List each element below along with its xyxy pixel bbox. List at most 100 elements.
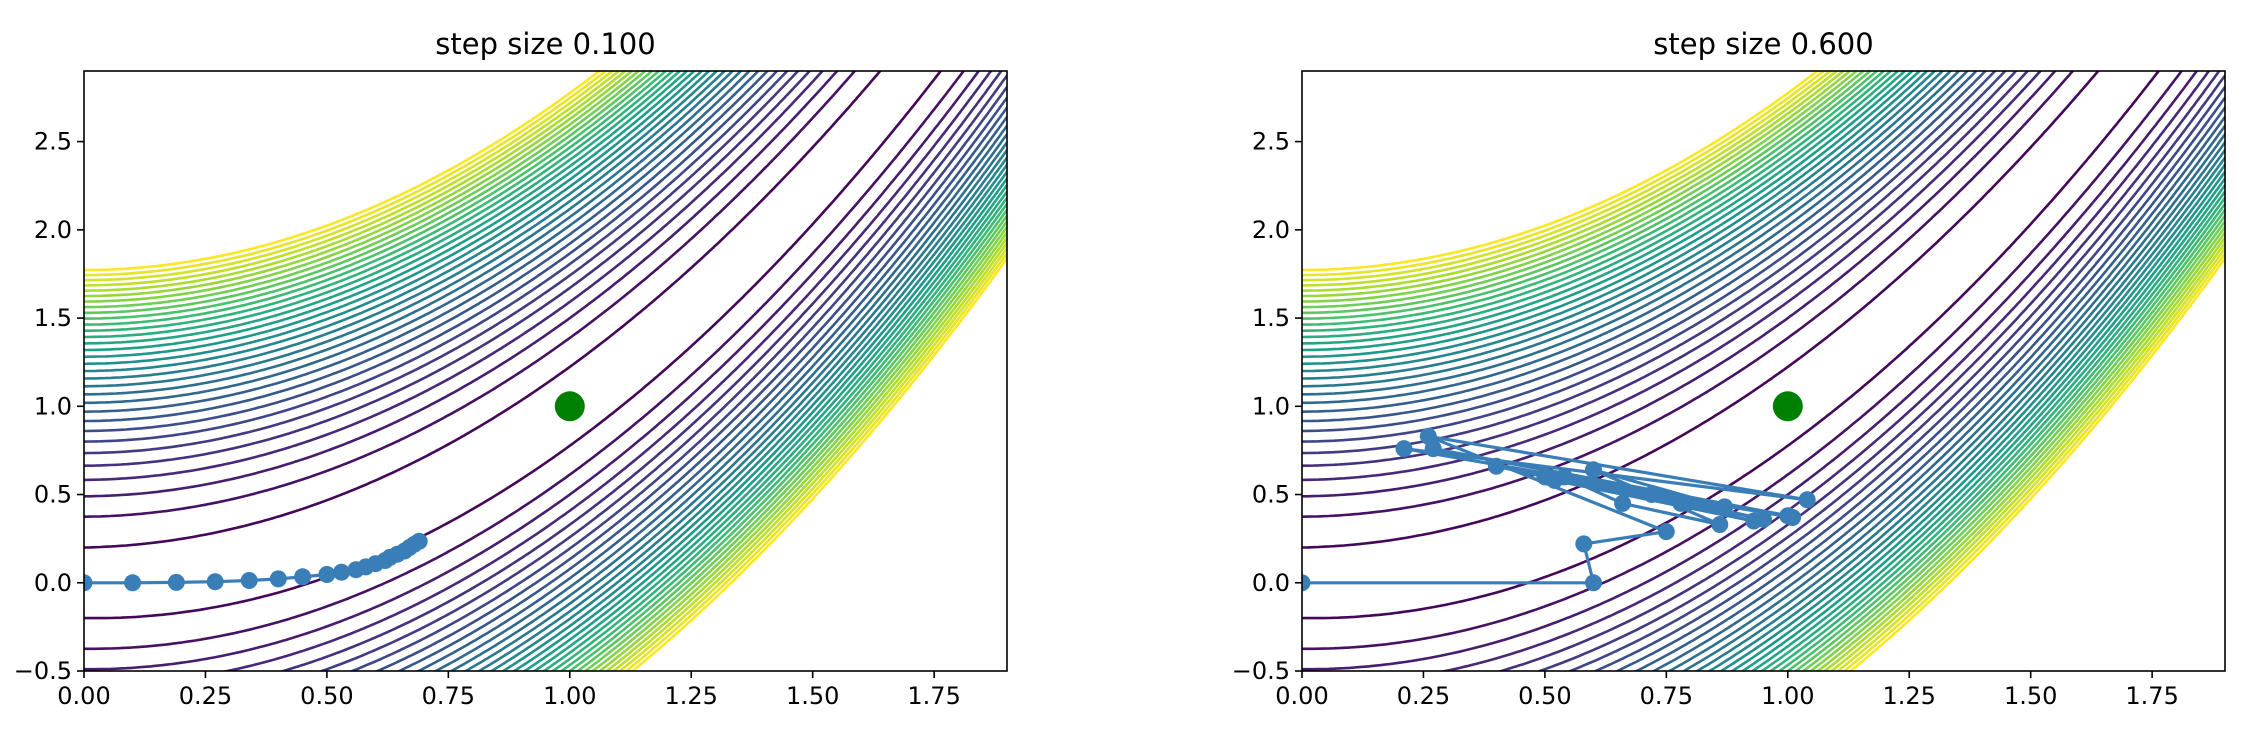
data-point [269,570,287,588]
chart-title: step size 0.600 [1653,27,1873,61]
contour-line [84,71,1007,671]
contour-line [84,71,1007,671]
y-tick-label: 1.5 [1252,304,1290,332]
plot-frame [83,70,1008,672]
data-series [1302,391,1816,592]
y-tick-label: 2.0 [1252,216,1290,244]
contour-line [84,71,1007,671]
y-tick-label: 2.5 [1252,128,1290,156]
x-tick-label: 0.00 [1275,682,1328,710]
contour-line [1302,71,2225,671]
contour-line [84,71,981,671]
data-series [84,391,585,592]
subplot-right: step size 0.600 0.00 0.25 0.50 0.75 1.00 1.25… [1232,27,2226,710]
y-tick-label: 0.0 [1252,569,1290,597]
contour-line [1302,71,2225,671]
y-tick-label: 0.5 [1252,481,1290,509]
contour-line [1302,71,2225,671]
contour-line [1302,71,2225,671]
x-tick-label: 1.50 [2004,682,2057,710]
data-point [1711,516,1729,533]
x-tick-label: 0.25 [1397,682,1450,710]
contour-line [84,71,1007,671]
data-point [1657,523,1675,541]
data-point [1487,457,1505,475]
data-point [1614,494,1632,512]
contour-line [84,71,1007,671]
minimum-marker [1772,391,1803,422]
data-point [1302,574,1311,592]
contour-line [1302,71,2225,671]
y-tick-label: 2.5 [34,128,72,156]
contour-line [84,71,1007,671]
contour-line [1302,71,2225,671]
contour-line [84,71,1007,671]
contour-line [84,71,1007,671]
chart-title: step size 0.100 [435,27,655,61]
axis-ticks: 0.00 0.25 0.50 0.75 1.00 1.25 1.50 1.75 −0.5 0.0 0… [1232,128,2179,710]
contour-line [1302,71,2225,671]
x-tick-label: 0.50 [1518,682,1571,710]
contour-line [84,71,1007,671]
data-point [1716,498,1734,516]
x-tick-label: 0.75 [1640,682,1693,710]
data-point [84,574,93,592]
contour-line [1302,71,2199,671]
contour-line [1302,71,2225,671]
data-point [1755,510,1772,528]
x-tick-label: 1.75 [2125,682,2178,710]
y-tick-label: 1.0 [1252,392,1290,420]
contour-line [84,71,1007,671]
contour-line [1302,71,2225,671]
x-tick-label: 0.25 [179,682,232,710]
x-tick-label: 0.75 [422,682,475,710]
x-tick-label: 0.50 [300,682,353,710]
data-point [1672,494,1690,512]
contour-line [1302,71,2225,671]
data-point [1536,468,1554,486]
contour-line [1302,71,2225,671]
contour-line [1302,71,2225,671]
data-point [1784,509,1802,526]
y-tick-label: 0.0 [34,569,72,597]
data-point [318,566,336,583]
data-point [1395,440,1413,458]
contour-line [84,71,943,620]
data-point [240,572,258,589]
x-tick-label: 1.00 [543,682,596,710]
data-point [1555,468,1573,486]
data-point [124,574,142,592]
contour-line [84,71,993,671]
contour-line [84,71,1007,671]
data-point [1585,461,1602,479]
x-tick-label: 1.75 [907,682,960,710]
contour-line [1302,71,2225,671]
contour-lines [84,71,1007,671]
data-point [206,573,224,591]
y-tick-label: 1.0 [34,392,72,420]
contour-line [84,71,1007,671]
y-tick-label: −0.5 [1232,657,1290,685]
contour-line [1302,71,2225,671]
data-point [294,568,312,586]
contour-lines [1302,71,2225,671]
subplot-left: step size 0.100 0.00 0.25 0.50 0.75 1.00 1.25… [14,27,1008,710]
y-tick-label: −0.5 [14,657,72,685]
x-tick-label: 0.00 [57,682,110,710]
contour-line [84,71,1007,671]
data-point [410,532,428,550]
contour-line [1302,71,2225,671]
contour-line [1302,71,2225,671]
contour-line [84,71,966,651]
y-tick-label: 0.5 [34,481,72,509]
contour-line [84,71,1007,671]
contour-line [84,71,1007,671]
y-tick-label: 1.5 [34,304,72,332]
contour-line [1302,71,2225,671]
y-tick-label: 2.0 [34,216,72,244]
contour-line [1302,71,2221,671]
contour-line [84,71,1003,671]
contour-line [1302,71,2225,671]
contour-line [1302,71,2225,671]
